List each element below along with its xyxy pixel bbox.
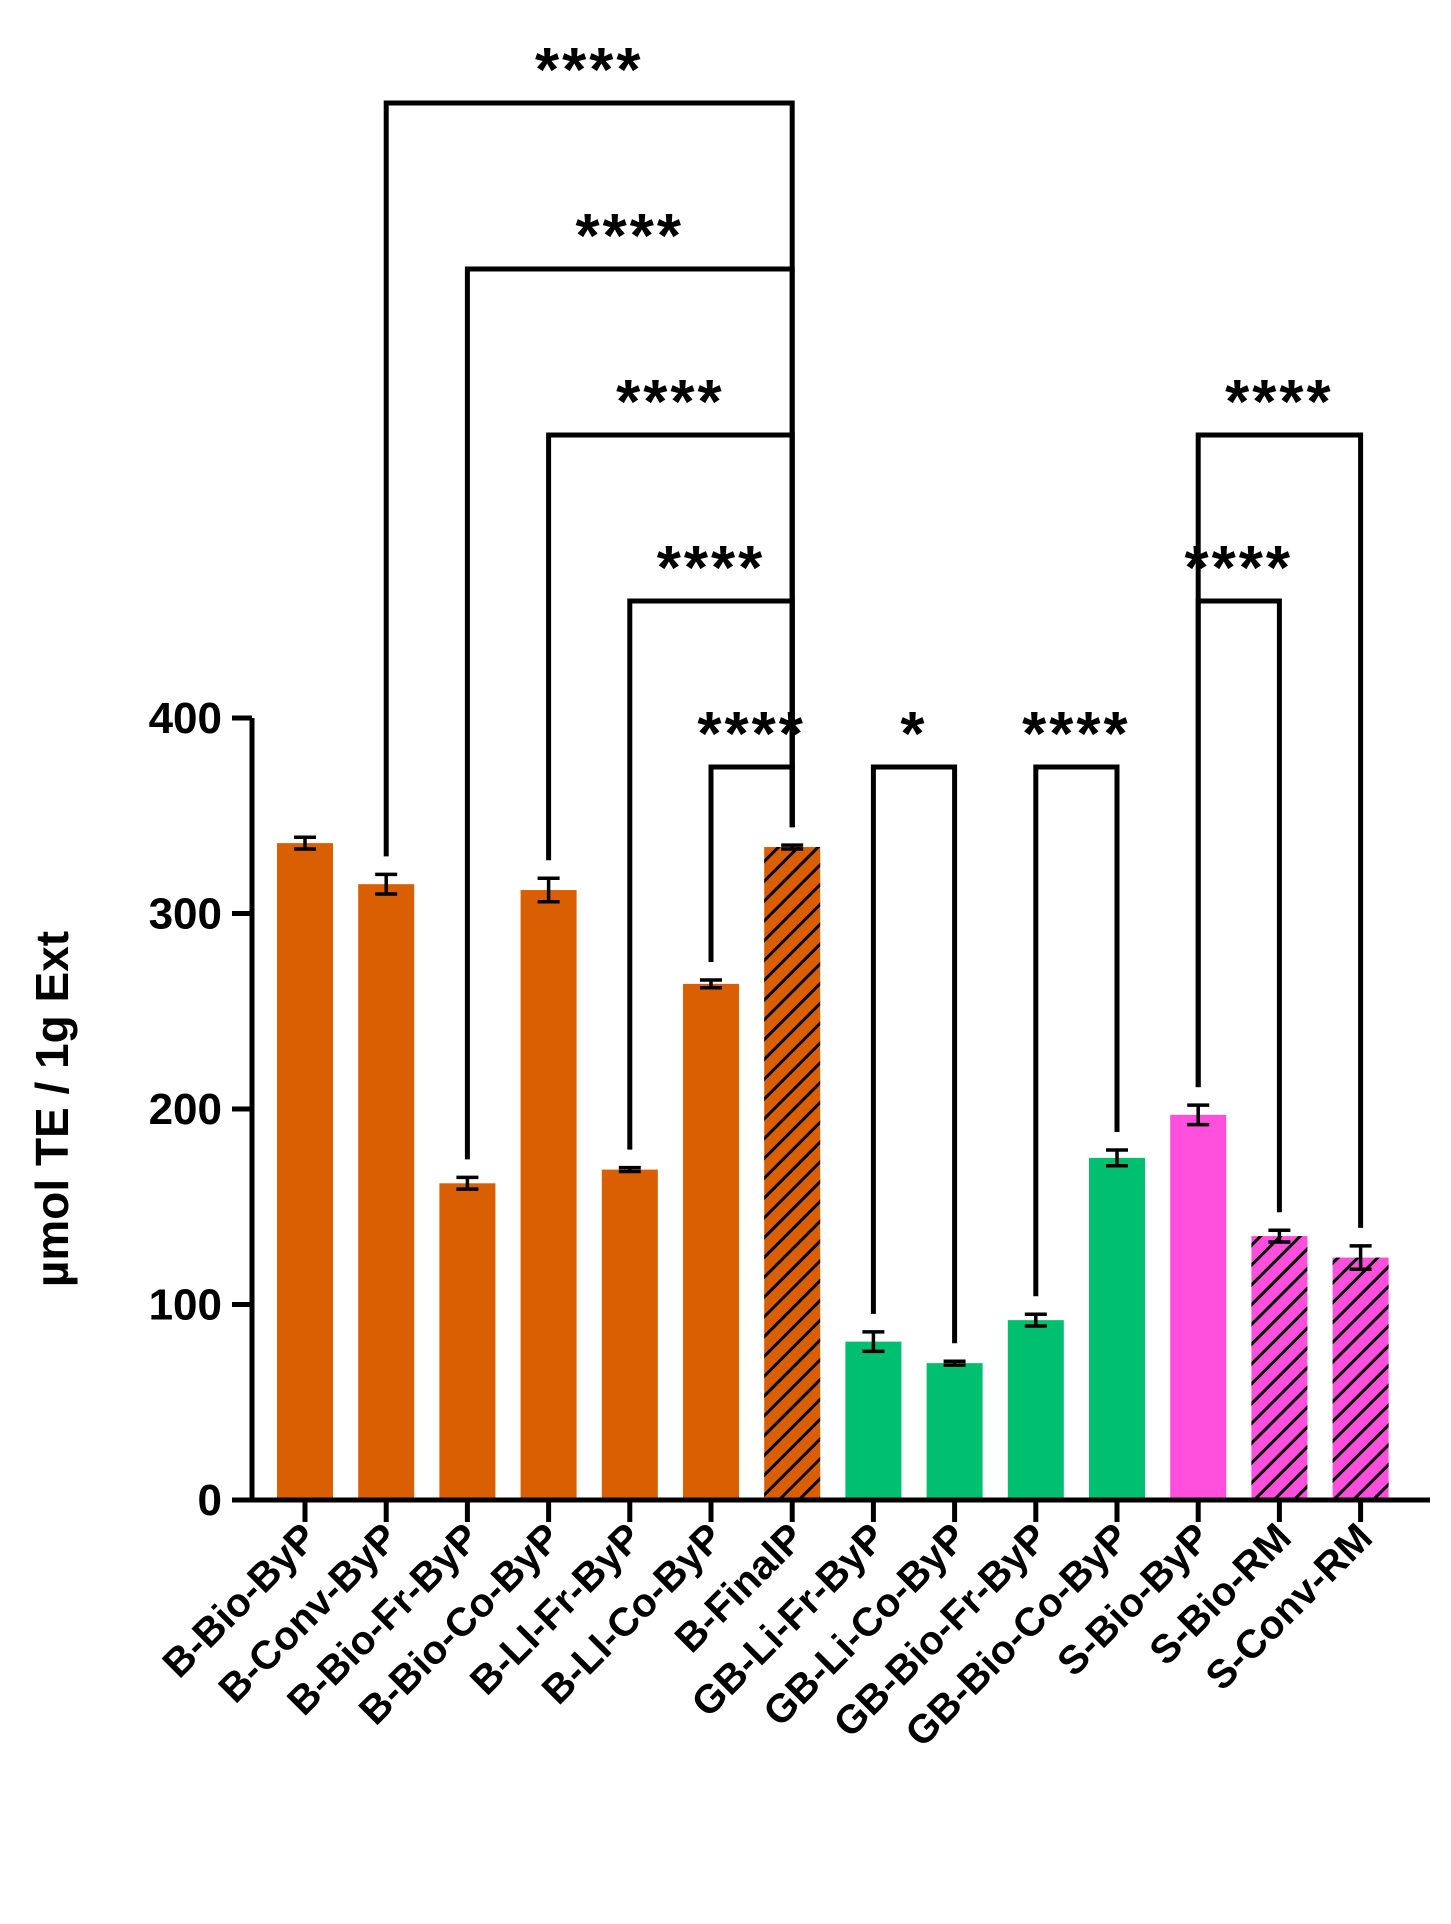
y-tick-label: 100	[149, 1281, 222, 1330]
bar-gb-bio-co-byp	[1089, 1157, 1145, 1500]
error-bar	[862, 1330, 885, 1354]
significance-label: ****	[1225, 368, 1334, 437]
significance-label: ****	[576, 202, 685, 271]
y-tick-label: 400	[149, 694, 222, 743]
error-bar	[1349, 1244, 1372, 1272]
bar-s-bio-byp	[1170, 1114, 1227, 1500]
significance-label: ****	[1185, 534, 1294, 603]
error-bar	[1268, 1228, 1291, 1244]
x-ticks: B-Bio-ByPB-Conv-ByPB-Bio-Fr-ByPB-Bio-Co-…	[154, 1500, 1381, 1755]
bar-b-bio-fr-byp	[439, 1183, 496, 1500]
error-bar	[375, 872, 398, 896]
bar-b-bio-byp	[277, 843, 333, 1500]
bar-b-conv-byp	[358, 884, 415, 1500]
error-bar	[1024, 1312, 1047, 1328]
y-ticks: 0 100 200 300 400	[149, 694, 252, 1525]
bar-gb-li-co-byp	[926, 1363, 983, 1500]
bar-b-bio-co-byp	[520, 890, 577, 1500]
significance-label: ****	[616, 368, 725, 437]
bar-b-li-co-byp	[683, 983, 739, 1500]
error-bar	[781, 843, 804, 851]
bar-gb-li-fr-byp	[845, 1341, 902, 1500]
y-tick-label: 0	[198, 1476, 222, 1525]
significance-label: *	[900, 700, 927, 769]
significance-bracket: ****	[1195, 368, 1364, 1228]
significance-label: ****	[697, 700, 806, 769]
error-bar	[294, 835, 316, 851]
bars	[277, 843, 1389, 1500]
significance-label: ****	[1022, 700, 1131, 769]
significance-bracket: ****	[627, 534, 795, 1150]
error-bar	[618, 1165, 641, 1174]
error-bars	[294, 835, 1372, 1367]
bar-b-li-fr-byp	[601, 1169, 658, 1500]
y-axis-label: µmol TE / 1g Ext	[26, 931, 78, 1287]
bar-hatch	[764, 847, 821, 1500]
significance-brackets: ******************** * ************	[383, 36, 1364, 1344]
significance-label: ****	[535, 36, 644, 105]
bar-hatch	[1332, 1257, 1389, 1500]
error-bar	[537, 876, 560, 904]
significance-bracket: *	[870, 700, 958, 1344]
error-bar	[700, 978, 722, 990]
y-tick-label: 300	[149, 890, 222, 939]
significance-bracket: ****	[1022, 700, 1131, 1297]
y-tick-label: 200	[149, 1085, 222, 1134]
bar-gb-bio-fr-byp	[1007, 1320, 1064, 1500]
error-bar	[943, 1359, 966, 1367]
error-bar	[1187, 1103, 1210, 1127]
bar-hatch	[1251, 1236, 1308, 1500]
significance-bracket: ****	[546, 368, 795, 861]
error-bar	[1106, 1148, 1128, 1168]
significance-bracket: ****	[1185, 534, 1294, 1213]
significance-label: ****	[657, 534, 766, 603]
significance-bracket: ****	[697, 700, 806, 962]
error-bar	[456, 1175, 479, 1191]
